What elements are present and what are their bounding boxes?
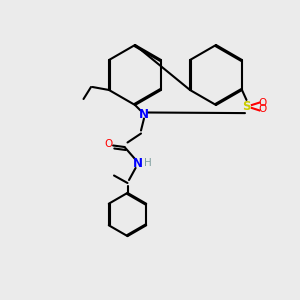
Text: S: S bbox=[242, 100, 251, 113]
Text: N: N bbox=[139, 107, 149, 121]
Text: O: O bbox=[259, 98, 267, 109]
Text: H: H bbox=[144, 158, 152, 169]
Text: N: N bbox=[133, 157, 143, 170]
Text: O: O bbox=[104, 139, 112, 149]
Text: O: O bbox=[259, 104, 267, 115]
